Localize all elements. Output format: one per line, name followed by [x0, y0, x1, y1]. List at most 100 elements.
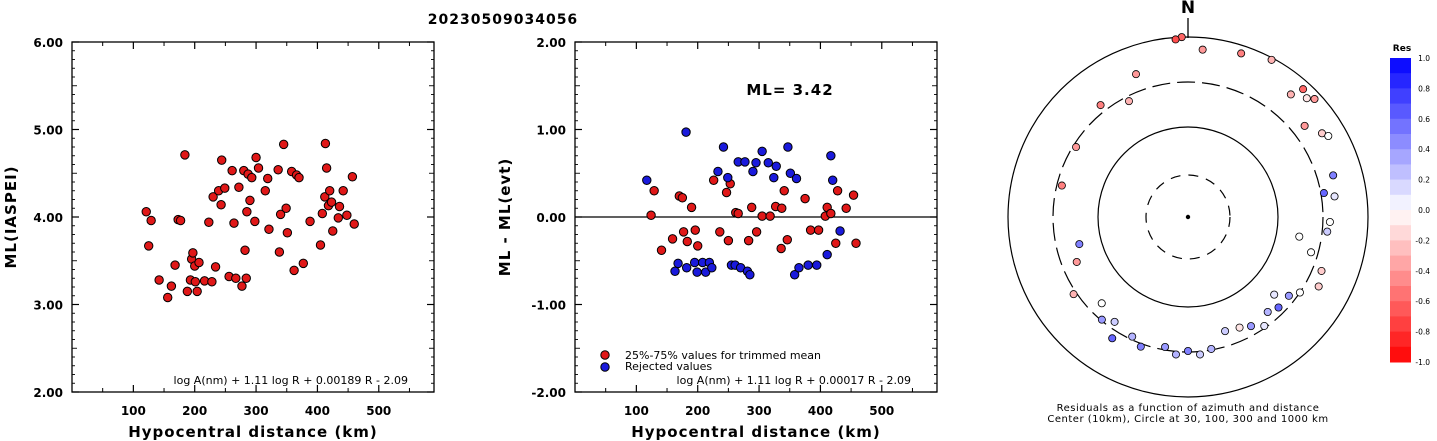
x-tick-label: 300 [244, 404, 269, 418]
colorbar-tick-label: -0.8 [1415, 328, 1430, 337]
data-point [251, 152, 261, 163]
data-point [835, 226, 845, 236]
colorbar-tick-label: 0.8 [1418, 84, 1430, 93]
center-dot [1185, 214, 1191, 220]
plot-frame [71, 41, 435, 393]
magnitude-vs-distance-chart: 100 200 300 400 500 2.00 3.00 4.00 5.00 6.00 Hypo… [2, 36, 435, 441]
data-point [831, 238, 841, 248]
data-point [298, 258, 309, 269]
colorbar-cell [1390, 316, 1411, 333]
colorbar-tick-label: 0.4 [1418, 145, 1430, 154]
data-point [247, 172, 257, 183]
residual-point [1161, 342, 1170, 351]
data-point [777, 203, 787, 213]
residual-colorbar: Res 1.0 0.8 0.6 0.4 0.2 0.0 -0.2 -0.4 -0.6 -0.8 -1… [1390, 44, 1430, 367]
residual-point [1307, 248, 1316, 257]
colorbar-cell [1390, 346, 1411, 363]
data-point [320, 192, 330, 202]
data-point [253, 163, 264, 173]
colorbar-cells [1390, 58, 1411, 363]
data-point [190, 277, 201, 287]
data-point [241, 273, 251, 283]
axis-ticks: 100 200 300 400 500 2.00 3.00 4.00 5.00 6.00 [33, 36, 434, 418]
legend-marker-rejected [600, 362, 610, 372]
residual-point [1263, 307, 1272, 316]
colorbar-cell [1390, 88, 1411, 105]
x-tick-label: 400 [305, 404, 330, 418]
residual-point [1124, 97, 1133, 106]
data-point [848, 190, 859, 200]
x-tick-label: 500 [869, 404, 894, 418]
data-point [718, 142, 729, 152]
data-point [827, 175, 838, 185]
colorbar-tick-label: -0.2 [1415, 236, 1430, 245]
data-point [678, 227, 689, 237]
data-point [275, 209, 286, 220]
residual-point [1110, 317, 1119, 326]
x-tick-label: 100 [121, 404, 146, 418]
data-point [170, 260, 180, 270]
data-point [693, 241, 703, 251]
residual-point [1128, 332, 1137, 341]
data-point [188, 248, 198, 258]
data-point [771, 161, 781, 171]
colorbar-cell [1390, 225, 1411, 241]
colorbar-tick-label: 0.6 [1418, 115, 1430, 124]
residual-point [1324, 131, 1333, 140]
y-tick-label: -1.00 [531, 299, 566, 313]
data-point [237, 281, 247, 291]
data-point [143, 241, 154, 251]
data-point [747, 202, 757, 213]
data-point [707, 263, 717, 273]
x-tick-label: 100 [624, 404, 649, 418]
data-point [234, 182, 244, 192]
data-point [282, 228, 293, 238]
residual-point [1235, 323, 1244, 332]
data-point [656, 245, 667, 255]
data-point [342, 210, 352, 220]
residual-point [1108, 334, 1117, 343]
data-point [751, 227, 762, 237]
colorbar-title: Res [1393, 44, 1411, 54]
data-points [141, 138, 359, 303]
data-point [326, 197, 337, 207]
residual-point [1069, 290, 1078, 299]
residual-point [1270, 290, 1279, 299]
data-point [832, 186, 843, 196]
colorbar-tick-label: 0.0 [1418, 206, 1430, 215]
ring-30km [1145, 174, 1231, 260]
formula-text: log A(nm) + 1.11 log R + 0.00189 R - 2.0… [174, 374, 408, 387]
magnitude-annotation: ML= 3.42 [746, 81, 833, 99]
y-tick-label: 6.00 [33, 36, 63, 50]
y-axis-label: ML - ML(evt) [496, 158, 514, 276]
data-point [681, 263, 692, 273]
data-point [789, 270, 800, 280]
data-point [220, 183, 230, 193]
caption-line-2: Center (10km), Circle at 30, 100, 300 an… [1047, 414, 1328, 425]
data-point [242, 207, 252, 217]
data-point [231, 273, 241, 283]
residual-point [1329, 171, 1338, 180]
caption-line-1: Residuals as a function of azimuth and d… [1057, 403, 1320, 414]
data-point [260, 186, 270, 196]
data-point [723, 235, 734, 246]
data-point [227, 165, 237, 176]
x-tick-label: 200 [182, 404, 207, 418]
data-point [317, 208, 328, 219]
legend-marker-kept [600, 350, 610, 360]
data-point [686, 202, 697, 213]
data-point [278, 139, 289, 150]
colorbar-ticks: 1.0 0.8 0.6 0.4 0.2 0.0 -0.2 -0.4 -0.6 -0.8 -1.0 [1415, 54, 1430, 367]
data-point [794, 263, 804, 273]
legend-label-rejected: Rejected values [625, 360, 712, 373]
y-tick-label: 2.00 [33, 386, 63, 400]
data-point [274, 247, 285, 257]
residual-point [1317, 266, 1326, 275]
data-point [646, 210, 656, 220]
residual-point [1096, 101, 1105, 110]
data-point [745, 270, 755, 280]
x-axis-label: Hypocentral distance (km) [128, 423, 378, 441]
legend-label-kept: 25%-75% values for trimmed mean [625, 349, 821, 362]
residual-point [1198, 45, 1207, 54]
